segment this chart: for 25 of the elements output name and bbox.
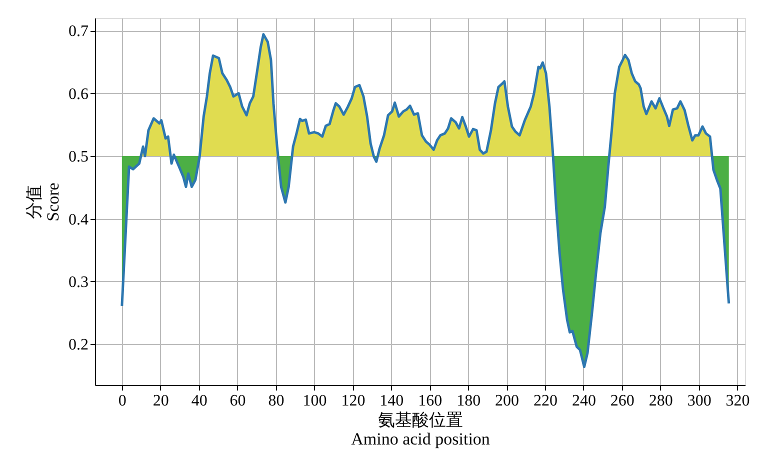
x-tick-label: 180	[456, 392, 481, 410]
x-tick-label: 100	[302, 392, 327, 410]
x-tick-label: 40	[191, 392, 208, 410]
y-tick-label: 0.2	[68, 336, 88, 354]
y-tick-label: 0.4	[68, 211, 88, 228]
x-axis-title: 氨基酸位置 Amino acid position	[351, 410, 490, 448]
y-tick-label: 0.7	[68, 23, 88, 40]
y-axis-title: 分值 Score	[24, 182, 62, 222]
y-tick-label: 0.5	[68, 148, 88, 166]
x-tick-label: 0	[118, 392, 126, 410]
x-tick-label: 260	[610, 392, 634, 410]
y-tick-label: 0.6	[68, 86, 88, 103]
x-tick-label: 80	[268, 392, 284, 410]
x-tick-label: 20	[152, 392, 169, 410]
x-tick-label: 320	[726, 392, 750, 410]
x-tick-label: 220	[534, 392, 558, 410]
x-tick-label: 280	[648, 392, 673, 410]
y-tick-label: 0.3	[68, 274, 88, 291]
x-tick-label: 240	[572, 392, 596, 410]
x-tick-label: 60	[230, 392, 246, 410]
x-tick-label: 300	[687, 392, 712, 410]
x-tick-label: 200	[495, 392, 520, 410]
x-tick-label: 120	[341, 392, 366, 410]
x-tick-label: 140	[380, 392, 404, 410]
x-tick-label: 160	[418, 392, 442, 410]
